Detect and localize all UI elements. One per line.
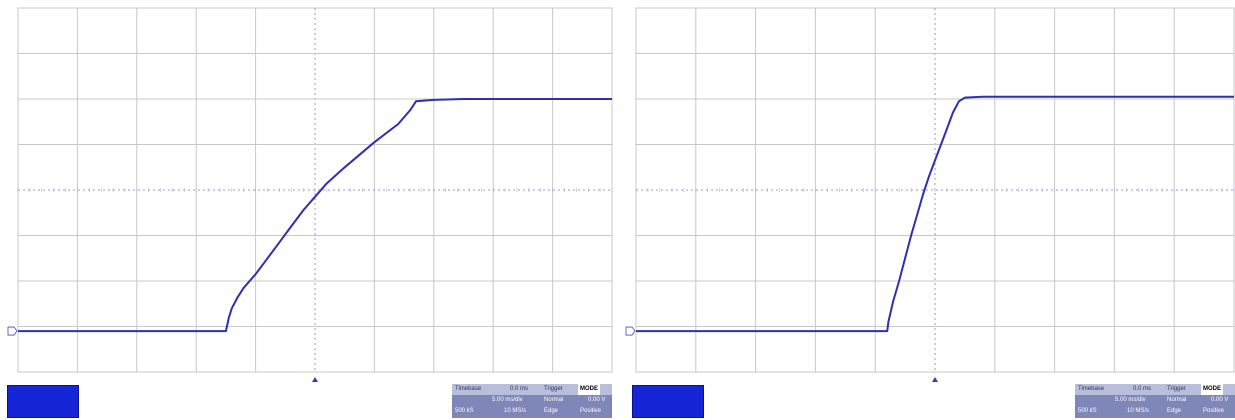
- info-cell: Positive: [580, 408, 602, 414]
- channel-indicator-left[interactable]: [7, 385, 79, 418]
- waveform-trace: [18, 98, 612, 333]
- info-cell: 500 kS: [455, 408, 474, 414]
- waveform-plot-right: [625, 7, 1235, 382]
- timebase-value: 0.0 ms: [510, 386, 529, 392]
- channel-indicator-right[interactable]: [632, 385, 704, 418]
- info-cell: 5.00 ms/div: [492, 397, 523, 403]
- info-cell: 0.00 V: [1211, 397, 1229, 403]
- timebase-value: 0.0 ms: [1133, 386, 1152, 392]
- trigger-position-marker: [312, 377, 318, 382]
- info-cell: Edge: [544, 408, 559, 414]
- acquisition-info-left: Timebase 0.0 ms Trigger MODE 5.00 ms/div…: [452, 384, 612, 418]
- info-cell: Normal: [544, 397, 564, 403]
- info-cell: Edge: [1167, 408, 1182, 414]
- waveform-trace: [636, 95, 1234, 333]
- info-cell: Normal: [1167, 397, 1187, 403]
- trigger-mode[interactable]: MODE: [578, 384, 600, 395]
- info-row-3: 500 kS 10 MS/s Edge Positive: [1075, 406, 1235, 417]
- info-cell: 0.00 V: [588, 397, 606, 403]
- acquisition-info-right: Timebase 0.0 ms Trigger MODE 5.00 ms/div…: [1075, 384, 1235, 418]
- trigger-mode[interactable]: MODE: [1201, 384, 1223, 395]
- timebase-label: Timebase: [455, 386, 482, 392]
- info-cell: 10 MS/s: [504, 408, 527, 414]
- info-row-2: 5.00 ms/div Normal 0.00 V: [452, 395, 612, 406]
- timebase-label: Timebase: [1078, 386, 1105, 392]
- info-cell: Positive: [1203, 408, 1225, 414]
- info-row-2: 5.00 ms/div Normal 0.00 V: [1075, 395, 1235, 406]
- oscilloscope-screen-right: Timebase 0.0 ms Trigger MODE 5.00 ms/div…: [621, 0, 1235, 420]
- trigger-label: Trigger: [1167, 386, 1186, 392]
- ground-reference-marker: [7, 326, 18, 336]
- info-cell: 10 MS/s: [1127, 408, 1150, 414]
- waveform-plot-left: [7, 7, 613, 382]
- trigger-position-marker: [932, 377, 938, 382]
- info-header-row: Timebase 0.0 ms Trigger MODE: [1075, 384, 1235, 395]
- ground-reference-marker: [625, 326, 636, 336]
- info-cell: 5.00 ms/div: [1115, 397, 1146, 403]
- trigger-label: Trigger: [544, 386, 563, 392]
- info-cell: 500 kS: [1078, 408, 1097, 414]
- info-header-row: Timebase 0.0 ms Trigger MODE: [452, 384, 612, 395]
- info-row-3: 500 kS 10 MS/s Edge Positive: [452, 406, 612, 417]
- oscilloscope-screen-left: Timebase 0.0 ms Trigger MODE 5.00 ms/div…: [0, 0, 614, 420]
